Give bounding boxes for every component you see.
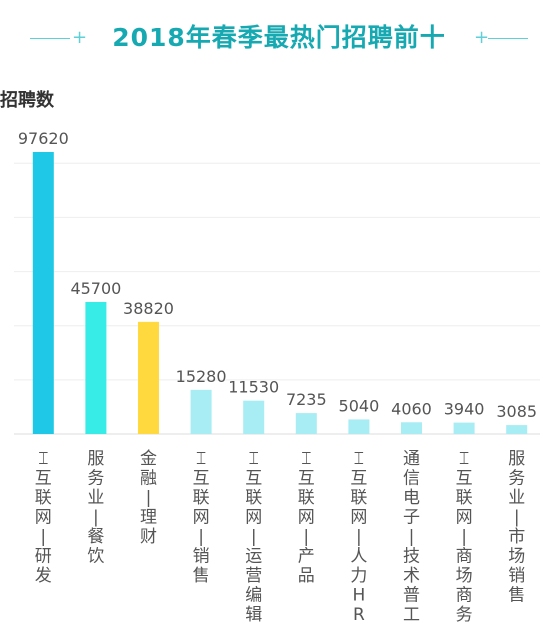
data-label: 5040 — [339, 396, 380, 415]
category-label: 金融|理财 — [140, 449, 157, 547]
y-axis-label: 招聘数 — [0, 90, 54, 111]
bar — [295, 413, 317, 434]
data-label: 97620 — [18, 129, 69, 148]
category-label: ⌶互联网|研发 — [35, 449, 52, 586]
bar — [190, 389, 212, 434]
category-label: ⌶互联网|销售 — [193, 449, 210, 586]
bar — [401, 422, 422, 434]
bar — [243, 400, 265, 434]
title-left-line — [30, 38, 70, 39]
bar — [85, 301, 107, 434]
data-label: 38820 — [123, 299, 174, 318]
bar — [506, 425, 528, 434]
bar — [138, 321, 159, 434]
title-right-line — [488, 38, 528, 39]
data-label: 15280 — [176, 367, 227, 386]
data-label: 3085 — [496, 402, 537, 421]
category-label: ⌶互联网|人力 H R — [350, 449, 367, 625]
bar — [348, 419, 370, 434]
title-right-plus: + — [474, 27, 490, 48]
chart-title: 2018年春季最热门招聘前十 — [112, 23, 446, 52]
data-label: 7235 — [286, 390, 327, 409]
data-label: 11530 — [228, 378, 279, 397]
data-label: 3940 — [444, 400, 485, 419]
data-label: 4060 — [391, 399, 432, 418]
category-label: 服务业|餐饮 — [87, 449, 104, 567]
bar — [453, 422, 475, 434]
category-label: ⌶互联网|产品 — [298, 449, 315, 586]
category-label: ⌶互联网|商场商务 — [456, 449, 473, 625]
bar — [32, 152, 54, 434]
title-left-plus: + — [72, 27, 88, 48]
chart-title-row: + 2018年春季最热门招聘前十 + — [0, 18, 558, 58]
category-label: ⌶互联网|运营编辑 — [245, 449, 262, 625]
data-label: 45700 — [70, 279, 121, 298]
category-label: 服务业|市场销售 — [508, 449, 525, 606]
category-label: 通信电子|技术普工 — [403, 449, 420, 625]
